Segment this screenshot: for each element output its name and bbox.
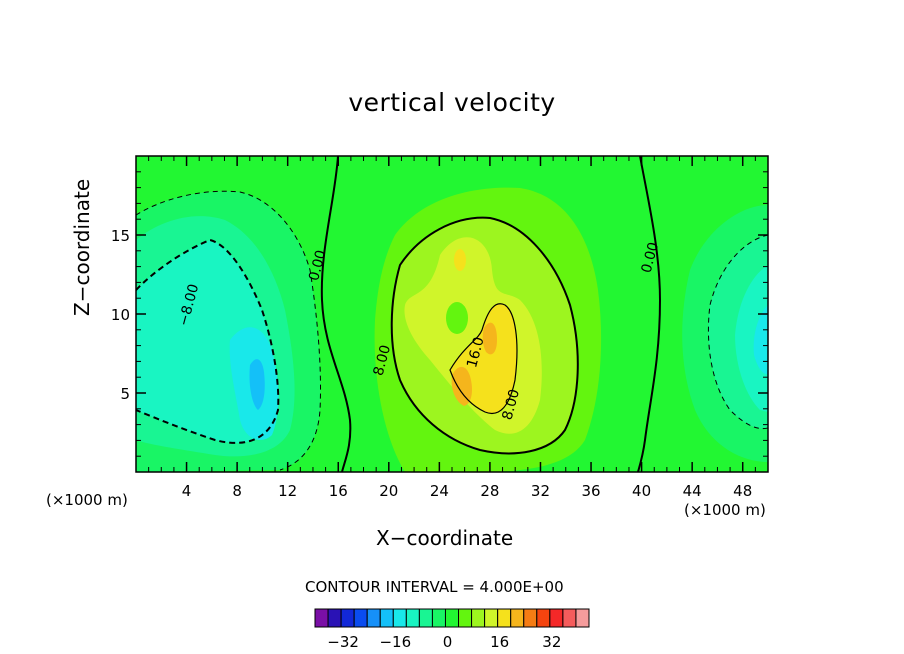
colorbar-swatch [562, 608, 577, 628]
contour-label: 0.00 [306, 248, 330, 282]
colorbar-tick-label: 0 [443, 633, 453, 651]
updraft-weak-pocket [446, 302, 468, 334]
x-tick-label: 40 [632, 482, 651, 500]
colorbar-swatch [353, 608, 368, 628]
downdraft-right-level-3 [735, 265, 768, 412]
colorbar-tick-label: 32 [542, 633, 561, 651]
colorbar-swatch [431, 608, 446, 628]
contour-positive-8 [390, 216, 579, 455]
contour-negative-4 [136, 190, 322, 471]
contour-label: 8.00 [500, 387, 524, 421]
x-tick-label: 8 [232, 482, 242, 500]
colorbar-tick-label: −16 [379, 633, 411, 651]
contour-zero-right [637, 156, 662, 472]
colorbar-swatch [327, 608, 342, 628]
y-tick-label: 5 [120, 385, 130, 403]
velocity-field [136, 156, 768, 472]
colorbar-swatch [405, 608, 420, 628]
colorbar-swatch [523, 608, 538, 628]
colorbar-swatch [458, 608, 473, 628]
contour-lines [136, 156, 768, 472]
contour-label: 0.00 [639, 241, 663, 275]
x-tick-label: 36 [581, 482, 600, 500]
contour-zero-left [320, 156, 352, 472]
colorbar-swatch [536, 608, 551, 628]
colorbar-swatch [444, 608, 460, 628]
x-unit-label-right: (×1000 m) [684, 501, 766, 519]
x-tick-label: 32 [531, 482, 550, 500]
colorbar-swatch [392, 608, 407, 628]
colorbar-swatch [575, 608, 590, 628]
contour-label: 8.00 [371, 343, 395, 377]
contour-label: 16.0 [464, 335, 488, 369]
y-tick-label: 15 [111, 227, 130, 245]
x-unit-label-left: (×1000 m) [46, 491, 128, 509]
colorbar-swatch [314, 608, 329, 628]
x-tick-label: 16 [329, 482, 348, 500]
x-tick-label: 44 [683, 482, 702, 500]
colorbar-swatch [549, 608, 564, 628]
colorbar-swatch [340, 608, 355, 628]
x-tick-label: 28 [480, 482, 499, 500]
x-tick-label: 4 [182, 482, 192, 500]
contour-negative-8 [136, 238, 280, 444]
x-tick-label: 12 [278, 482, 297, 500]
updraft-level-5 [451, 366, 472, 406]
colorbar: −32 −16 0 16 32 [314, 608, 590, 651]
x-tick-label: 24 [430, 482, 449, 500]
downdraft-right-level-4 [753, 305, 768, 375]
colorbar-swatch [497, 608, 512, 628]
updraft-level-5b [482, 322, 497, 355]
x-tick-label: 20 [379, 482, 398, 500]
colorbar-swatch [418, 608, 433, 628]
colorbar-swatch [471, 608, 486, 628]
y-tick-label: 10 [111, 306, 130, 324]
colorbar-tick-label: −32 [327, 633, 359, 651]
colorbar-swatch [379, 608, 394, 628]
updraft-small-cell [454, 249, 466, 271]
colorbar-swatch [510, 608, 525, 628]
x-axis-label: X−coordinate [376, 526, 514, 550]
contour-negative-right [707, 234, 768, 430]
colorbar-swatch [366, 608, 381, 628]
colorbar-swatch [484, 608, 499, 628]
colorbar-tick-label: 16 [490, 633, 509, 651]
x-tick-label: 48 [733, 482, 752, 500]
chart-title: vertical velocity [348, 88, 556, 117]
contour-interval-label: CONTOUR INTERVAL = 4.000E+00 [305, 578, 564, 596]
contour-positive-16 [449, 303, 518, 414]
downdraft-left-level-5 [249, 359, 265, 410]
